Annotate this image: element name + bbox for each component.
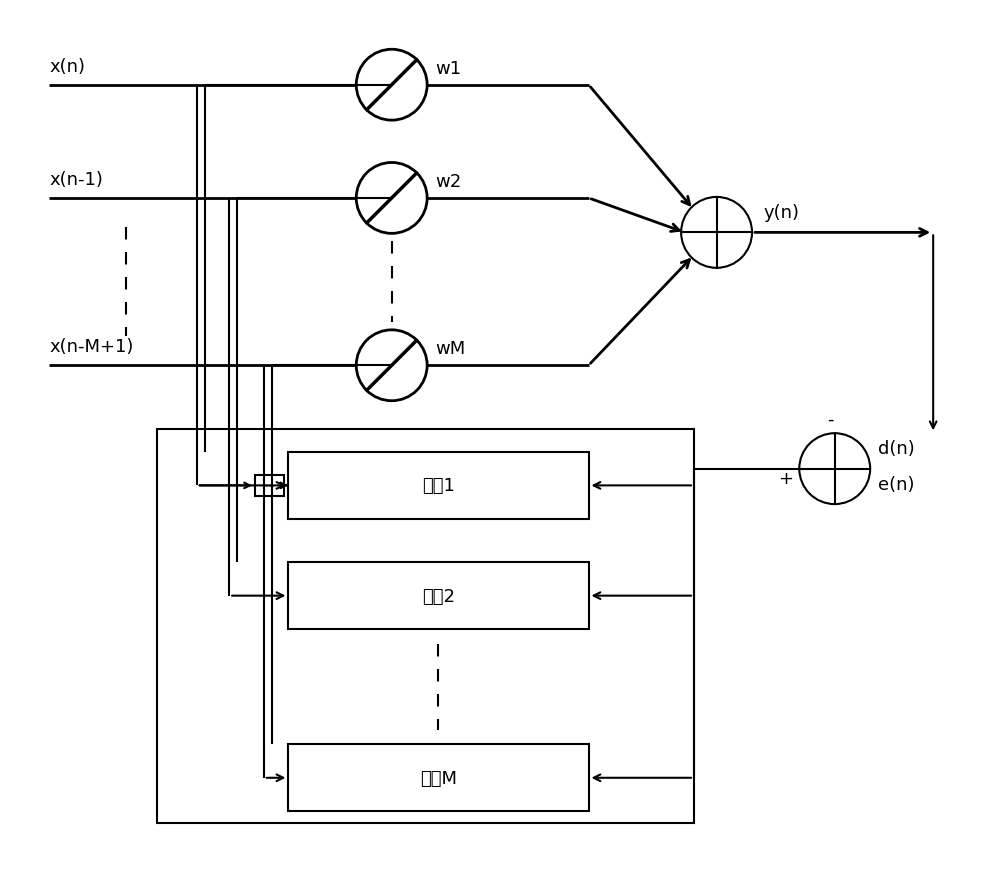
Text: x(n-M+1): x(n-M+1)	[49, 338, 133, 356]
Text: -: -	[828, 409, 834, 428]
Text: e(n): e(n)	[878, 475, 915, 493]
Text: w1: w1	[435, 60, 461, 78]
Bar	[157, 430, 694, 823]
Text: d(n): d(n)	[878, 439, 915, 458]
Bar	[288, 452, 589, 519]
Text: w2: w2	[435, 173, 461, 190]
Text: y(n): y(n)	[764, 203, 800, 222]
Text: x(n-1): x(n-1)	[49, 171, 103, 189]
Text: ~: ~	[264, 479, 275, 493]
Text: 控制M: 控制M	[420, 769, 457, 787]
Text: x(n): x(n)	[49, 58, 85, 76]
Bar	[288, 745, 589, 812]
Text: 控制2: 控制2	[422, 587, 455, 605]
Bar	[255, 475, 284, 497]
Text: +: +	[778, 470, 793, 488]
Text: 控制1: 控制1	[422, 477, 455, 495]
Text: wM: wM	[435, 340, 465, 358]
Bar	[288, 562, 589, 629]
